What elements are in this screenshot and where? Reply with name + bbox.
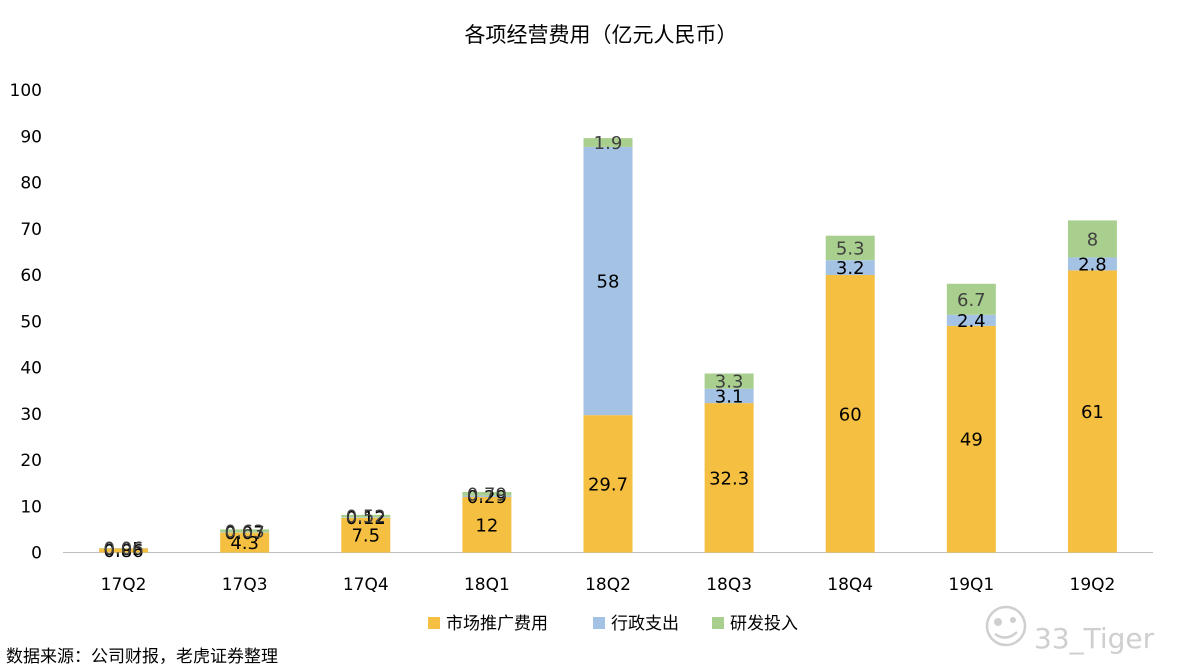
legend-swatch xyxy=(712,617,724,629)
x-tick-label: 18Q4 xyxy=(827,575,873,595)
data-label: 8 xyxy=(1087,229,1098,250)
bar-segment-2 xyxy=(704,388,754,404)
legend-swatch xyxy=(428,617,440,629)
bar-stack-17q3: 4.30.070.63 xyxy=(220,521,270,554)
legend: 市场推广费用 行政支出 研发投入 xyxy=(428,614,798,634)
data-label: 3.1 xyxy=(715,386,744,407)
data-label: 60 xyxy=(839,404,862,425)
bar-segment-3 xyxy=(704,373,754,389)
bar-segment-3 xyxy=(341,514,391,518)
bar-segment-3 xyxy=(1067,220,1117,258)
bar-segment-1 xyxy=(946,325,996,553)
bar-stack-19q1: 49 2.46.7 xyxy=(946,283,996,553)
legend-item-2: 行政支出 xyxy=(593,614,679,634)
bar-segment-1 xyxy=(462,497,512,553)
data-label: 2.4 xyxy=(957,311,986,332)
data-label: 2.8 xyxy=(1078,254,1107,275)
x-tick-label: 18Q1 xyxy=(464,575,510,595)
chart-title: 各项经营费用（亿元人民币） xyxy=(465,23,738,47)
x-tick-label: 18Q2 xyxy=(585,575,631,595)
data-label: 29.7 xyxy=(588,474,628,495)
bar-stacks: 0.860.050.06 4.30.070.63 7.50.120.52 12 0.29… xyxy=(99,133,1117,562)
bar-segment-1 xyxy=(220,532,270,553)
y-tick-label: 50 xyxy=(20,312,42,332)
legend-label: 行政支出 xyxy=(611,614,679,634)
bar-stack-18q4: 60 3.25.3 xyxy=(825,235,875,553)
y-tick-label: 90 xyxy=(20,127,42,147)
bar-segment-1 xyxy=(704,403,754,553)
data-label: 0.52 xyxy=(346,507,386,528)
data-label: 61 xyxy=(1081,402,1104,423)
data-label: 1.9 xyxy=(594,133,623,154)
x-tick-label: 17Q2 xyxy=(101,575,147,595)
watermark: 33_Tiger xyxy=(985,605,1155,655)
y-tick-label: 0 xyxy=(31,544,42,564)
bar-stack-18q1: 12 0.290.79 xyxy=(462,484,512,553)
bar-stack-18q3: 32.3 3.13.3 xyxy=(704,372,754,553)
y-tick-label: 30 xyxy=(20,405,42,425)
bar-segment-3 xyxy=(220,529,270,533)
bar-stack-17q4: 7.50.120.52 xyxy=(341,507,391,553)
data-label: 0.63 xyxy=(225,521,265,542)
watermark-logo-icon xyxy=(985,605,1027,647)
x-axis-ticks: 17Q2 17Q3 17Q4 18Q1 18Q2 18Q3 18Q4 19Q1 19Q2 xyxy=(101,575,1116,595)
bar-segment-3 xyxy=(462,492,512,496)
bar-segment-2 xyxy=(462,495,512,497)
legend-swatch xyxy=(593,617,605,629)
bar-segment-2 xyxy=(341,517,391,518)
bar-segment-1 xyxy=(99,548,149,553)
data-label: 3.3 xyxy=(715,372,744,393)
bar-segment-3 xyxy=(583,138,633,147)
data-label: 3.2 xyxy=(836,258,865,279)
data-label: 0.79 xyxy=(467,484,507,505)
watermark-text: 33_Tiger xyxy=(1034,622,1155,655)
bar-segment-2 xyxy=(946,314,996,326)
bar-segment-3 xyxy=(946,283,996,315)
legend-label: 市场推广费用 xyxy=(446,614,548,634)
data-label: 6.7 xyxy=(957,290,986,311)
x-tick-label: 18Q3 xyxy=(706,575,752,595)
y-axis-ticks: 0 10 20 30 40 50 60 70 80 90 100 xyxy=(10,81,42,564)
bar-segment-1 xyxy=(341,517,391,553)
bar-segment-2 xyxy=(583,146,633,416)
bar-segment-3 xyxy=(825,235,875,261)
data-label: 0.12 xyxy=(346,508,386,529)
data-label: 0.06 xyxy=(104,539,144,560)
y-tick-label: 60 xyxy=(20,266,42,286)
x-tick-label: 17Q4 xyxy=(343,575,389,595)
data-label: 7.5 xyxy=(351,526,380,547)
y-tick-label: 80 xyxy=(20,174,42,194)
y-tick-label: 100 xyxy=(10,81,42,101)
data-label: 0.29 xyxy=(467,487,507,508)
bar-segment-2 xyxy=(1067,257,1117,271)
x-tick-label: 19Q2 xyxy=(1070,575,1116,595)
y-tick-label: 40 xyxy=(20,359,42,379)
x-tick-label: 19Q1 xyxy=(948,575,994,595)
x-tick-label: 17Q3 xyxy=(222,575,268,595)
source-note: 数据来源：公司财报，老虎证券整理 xyxy=(6,647,278,667)
bar-segment-2 xyxy=(825,260,875,275)
y-tick-label: 10 xyxy=(20,497,42,517)
bar-segment-1 xyxy=(1067,270,1117,553)
legend-label: 研发投入 xyxy=(730,614,798,634)
data-label: 5.3 xyxy=(836,238,865,259)
bar-stack-19q2: 612.88 xyxy=(1067,220,1117,553)
bar-segment-1 xyxy=(583,415,633,553)
data-label: 0.07 xyxy=(225,523,265,544)
legend-item-1: 市场推广费用 xyxy=(428,614,548,634)
bar-stack-17q2: 0.860.050.06 xyxy=(99,539,149,562)
y-tick-label: 70 xyxy=(20,220,42,240)
data-label: 0.86 xyxy=(104,541,144,562)
data-label: 4.3 xyxy=(230,533,259,554)
bar-stack-18q2: 29.7 58 1.9 xyxy=(583,133,633,553)
data-label: 12 xyxy=(475,515,498,536)
data-label: 58 xyxy=(597,272,620,293)
data-label: 32.3 xyxy=(709,468,749,489)
data-label: 0.05 xyxy=(104,539,144,560)
legend-item-3: 研发投入 xyxy=(712,614,798,634)
y-tick-label: 20 xyxy=(20,451,42,471)
data-label: 49 xyxy=(960,430,983,451)
bar-segment-1 xyxy=(825,275,875,553)
